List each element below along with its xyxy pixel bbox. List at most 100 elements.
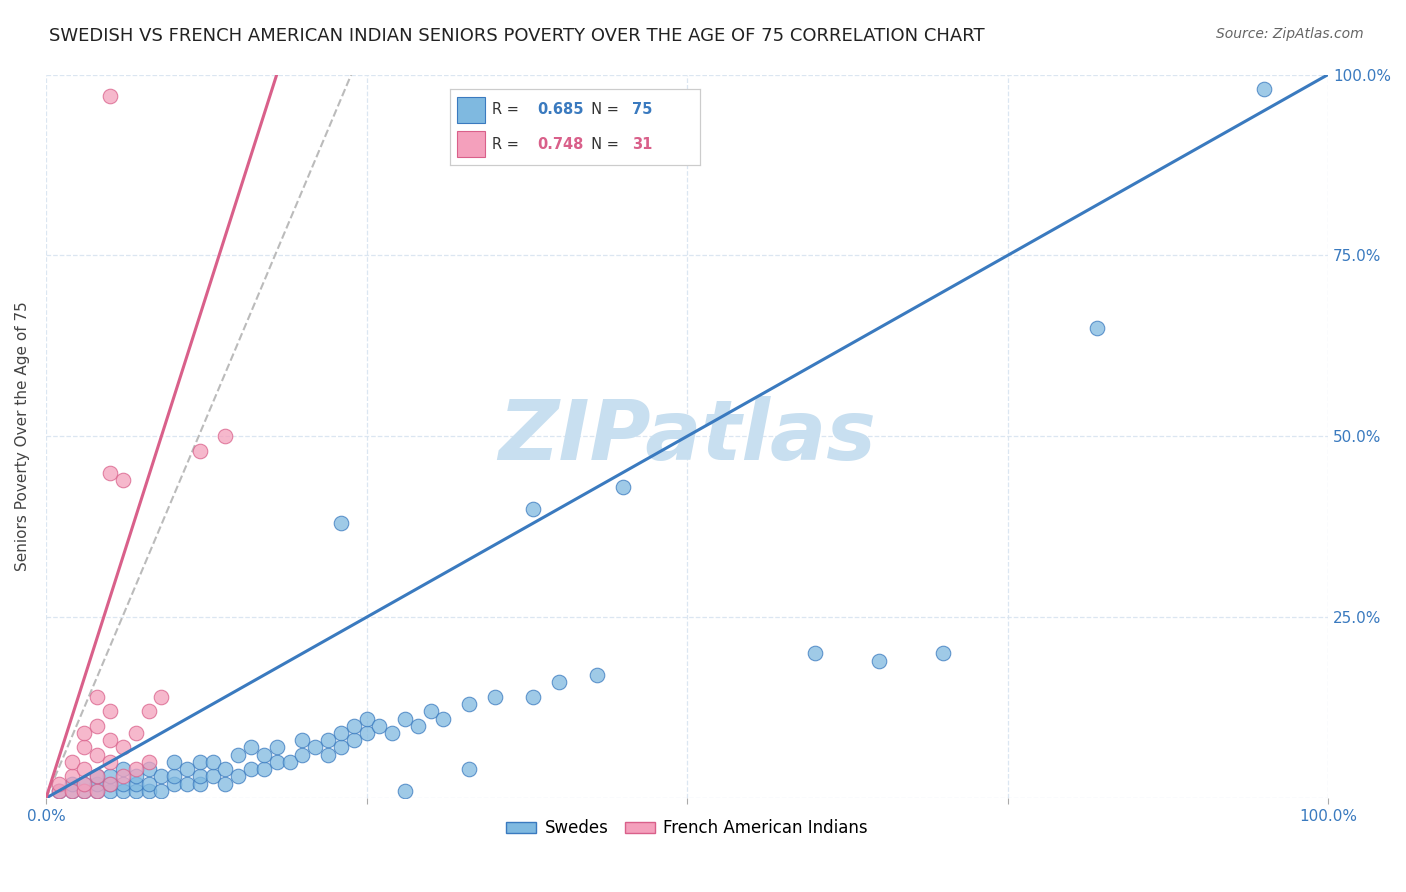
Point [291,747,314,762]
Point [432,712,454,726]
Point [48,777,70,791]
Point [547,675,569,690]
Point [125,762,148,776]
Point [98,733,121,747]
Point [188,777,211,791]
Point [804,647,827,661]
Point [125,726,148,740]
Point [138,784,160,798]
Point [86,784,108,798]
Point [368,719,391,733]
Point [214,762,236,776]
Point [86,784,108,798]
Point [60,784,83,798]
Point [125,777,148,791]
Point [111,784,134,798]
Point [73,784,96,798]
Text: Source: ZipAtlas.com: Source: ZipAtlas.com [1216,27,1364,41]
Point [266,755,288,769]
Point [214,429,236,443]
Point [125,769,148,783]
Point [188,769,211,783]
Point [73,762,96,776]
Point [304,740,326,755]
Point [48,784,70,798]
Point [522,501,544,516]
Point [394,712,416,726]
Point [86,747,108,762]
Point [240,762,263,776]
Point [111,777,134,791]
Text: ZIPatlas: ZIPatlas [498,396,876,477]
Point [226,747,249,762]
Legend: Swedes, French American Indians: Swedes, French American Indians [499,813,875,844]
Point [343,719,366,733]
Point [86,769,108,783]
Point [188,443,211,458]
Point [201,755,224,769]
Point [60,784,83,798]
Point [150,784,173,798]
Point [484,690,506,704]
Point [98,777,121,791]
Point [86,777,108,791]
Point [98,777,121,791]
Point [406,719,429,733]
Point [73,784,96,798]
Point [138,755,160,769]
Point [932,647,955,661]
Point [138,777,160,791]
Point [86,719,108,733]
Point [150,769,173,783]
Point [163,755,186,769]
Point [226,769,249,783]
Point [522,690,544,704]
Point [176,777,198,791]
Point [329,726,352,740]
Point [291,733,314,747]
Point [98,89,121,103]
Point [111,473,134,487]
Point [188,755,211,769]
Point [48,784,70,798]
Point [138,704,160,718]
Point [586,668,609,682]
Point [329,740,352,755]
Point [163,769,186,783]
Point [60,777,83,791]
Point [458,762,481,776]
Point [138,762,160,776]
Point [419,704,441,718]
Point [253,747,276,762]
Point [73,740,96,755]
Point [381,726,404,740]
Point [86,769,108,783]
Point [266,740,288,755]
Point [60,755,83,769]
Point [111,769,134,783]
Point [163,777,186,791]
Point [98,755,121,769]
Point [316,747,339,762]
Point [356,712,378,726]
Text: SWEDISH VS FRENCH AMERICAN INDIAN SENIORS POVERTY OVER THE AGE OF 75 CORRELATION: SWEDISH VS FRENCH AMERICAN INDIAN SENIOR… [49,27,984,45]
Point [111,762,134,776]
Point [98,466,121,480]
Point [73,726,96,740]
Point [253,762,276,776]
Point [98,784,121,798]
Point [356,726,378,740]
Point [278,755,301,769]
Point [98,769,121,783]
Point [458,697,481,711]
Point [1085,320,1108,334]
Y-axis label: Seniors Poverty Over the Age of 75: Seniors Poverty Over the Age of 75 [15,301,30,571]
Point [201,769,224,783]
Point [343,733,366,747]
Point [98,704,121,718]
Point [612,480,634,494]
Point [176,762,198,776]
Point [240,740,263,755]
Point [111,740,134,755]
Point [60,769,83,783]
